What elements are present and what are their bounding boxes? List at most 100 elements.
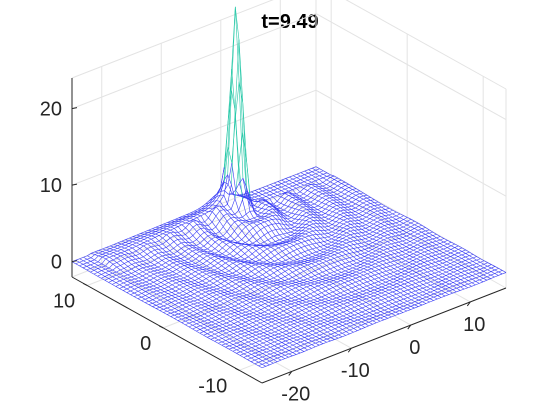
mesh-line: [286, 324, 291, 328]
mesh-line: [289, 341, 294, 344]
mesh-line: [330, 333, 335, 337]
mesh-line: [97, 256, 103, 263]
mesh-line: [443, 243, 448, 246]
mesh-line: [239, 283, 244, 287]
mesh-line: [203, 335, 208, 338]
mesh-line: [98, 248, 103, 251]
mesh-line: [228, 281, 233, 284]
mesh-line: [286, 316, 291, 320]
mesh-line: [307, 276, 312, 280]
mesh-line: [143, 234, 149, 237]
mesh-line: [226, 240, 231, 243]
mesh-line: [301, 310, 306, 314]
mesh-line: [248, 337, 253, 341]
mesh-line: [108, 282, 113, 285]
mesh-line: [286, 242, 291, 245]
mesh-line: [196, 330, 201, 334]
mesh-line: [427, 256, 432, 258]
mesh-line: [392, 222, 396, 224]
mesh-line: [298, 301, 303, 304]
mesh-line: [205, 290, 210, 293]
mesh-line: [332, 221, 337, 225]
mesh-line: [227, 291, 232, 294]
mesh-line: [277, 343, 282, 347]
mesh-line: [151, 233, 156, 237]
mesh-line: [449, 285, 454, 288]
mesh-line: [192, 324, 197, 328]
mesh-line: [400, 273, 405, 277]
mesh-line: [293, 339, 298, 342]
mesh-line: [290, 321, 295, 324]
mesh-line: [399, 294, 404, 297]
mesh-line: [311, 340, 316, 344]
mesh-line: [269, 274, 274, 279]
mesh-line: [283, 306, 288, 310]
mesh-line: [180, 269, 185, 272]
mesh-line: [243, 268, 248, 272]
mesh-line: [240, 348, 245, 351]
mesh-line: [287, 287, 292, 290]
mesh-line: [247, 266, 252, 269]
mesh-line: [267, 230, 272, 233]
mesh-line: [384, 300, 389, 303]
mesh-line: [165, 262, 170, 266]
mesh-line: [311, 259, 316, 262]
mesh-line: [330, 335, 335, 338]
mesh-line: [253, 206, 258, 210]
mesh-line: [278, 322, 283, 325]
mesh-line: [170, 309, 175, 313]
mesh-line: [398, 251, 403, 253]
mesh-line: [188, 242, 193, 246]
mesh-line: [284, 286, 289, 290]
mesh-line: [172, 274, 177, 278]
mesh-line: [334, 261, 339, 263]
mesh-line: [301, 236, 306, 240]
mesh-line: [354, 295, 360, 298]
mesh-line: [223, 204, 228, 208]
box-edge: [315, 181, 507, 289]
mesh-line: [439, 238, 444, 241]
mesh-line: [381, 294, 386, 297]
mesh-line: [205, 280, 210, 284]
mesh-line: [144, 234, 148, 236]
mesh-line: [308, 243, 313, 246]
mesh-line: [450, 250, 455, 254]
mesh-line: [188, 258, 193, 262]
mesh-line: [187, 266, 192, 268]
mesh-line: [351, 207, 356, 210]
mesh-line: [226, 235, 231, 240]
mesh-line: [177, 318, 182, 321]
mesh-line: [189, 227, 194, 232]
mesh-line: [337, 275, 342, 277]
mesh-line: [305, 228, 310, 232]
mesh-line: [355, 276, 360, 279]
mesh-line: [313, 291, 318, 295]
mesh-line: [101, 270, 106, 273]
mesh-line: [350, 306, 355, 310]
mesh-line: [472, 263, 477, 266]
mesh-line: [328, 301, 333, 304]
mesh-line: [468, 268, 473, 271]
mesh-line: [251, 264, 256, 267]
mesh-line: [446, 252, 451, 255]
mesh-line: [297, 323, 302, 327]
mesh-line: [148, 301, 153, 304]
mesh-line: [300, 333, 305, 336]
mesh-line: [108, 263, 114, 269]
mesh-line: [227, 297, 232, 300]
mesh-line: [296, 179, 301, 182]
mesh-line: [361, 320, 366, 323]
mesh-line: [323, 321, 328, 323]
mesh-line: [94, 266, 99, 269]
mesh-line: [237, 250, 242, 254]
mesh-line: [336, 207, 341, 210]
mesh-line: [222, 256, 226, 259]
mesh-line: [110, 245, 114, 248]
mesh-line: [145, 297, 150, 300]
mesh-line: [332, 208, 337, 212]
mesh-line: [186, 289, 191, 292]
mesh-line: [330, 328, 336, 331]
mesh-line: [187, 264, 192, 267]
mesh-line: [274, 343, 279, 346]
mesh-line: [331, 242, 336, 246]
